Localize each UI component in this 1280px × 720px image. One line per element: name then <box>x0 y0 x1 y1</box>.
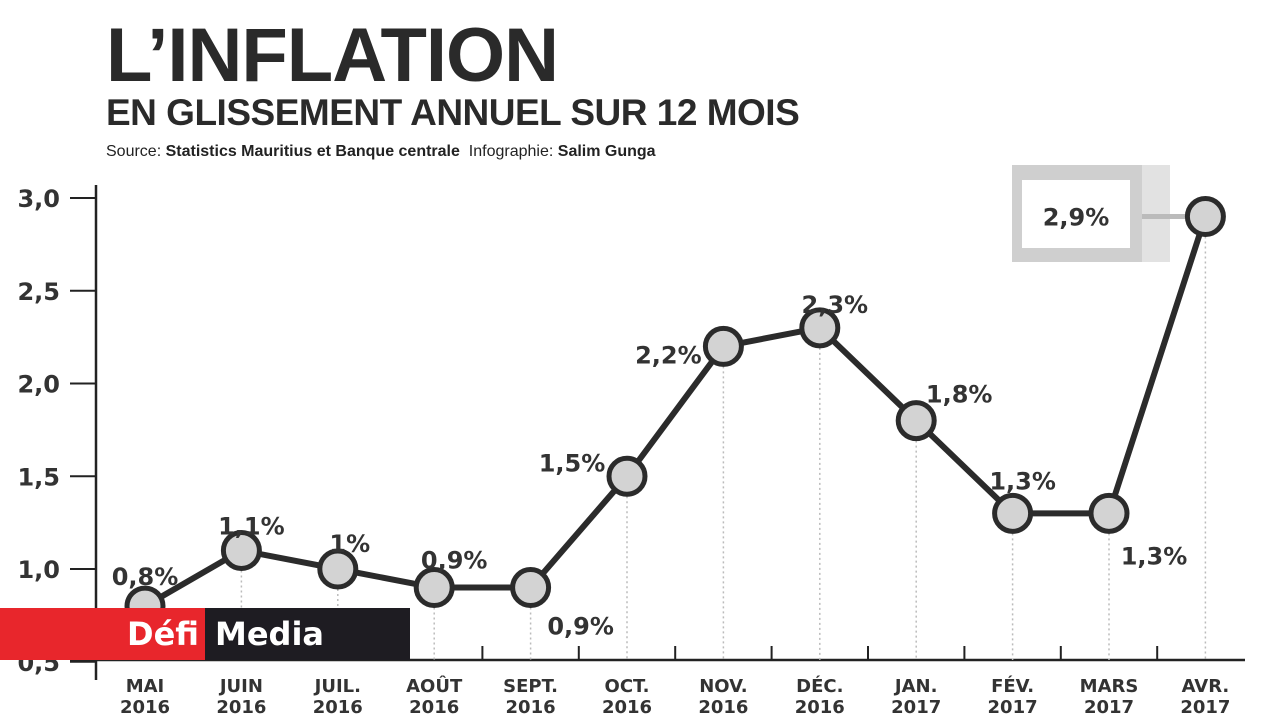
data-label: 1,5% <box>539 449 606 477</box>
x-tick-label: 2017 <box>988 697 1038 718</box>
chart-subtitle: EN GLISSEMENT ANNUEL SUR 12 MOIS <box>106 92 800 133</box>
x-tick-label: SEPT. <box>503 676 558 697</box>
data-label: 1% <box>329 530 370 558</box>
data-point <box>702 325 744 367</box>
x-tick-label: 2016 <box>313 697 363 718</box>
x-tick-label: 2016 <box>602 697 652 718</box>
data-point <box>895 400 937 442</box>
y-tick-label: 1,5 <box>17 463 60 491</box>
data-label: 1,1% <box>218 512 285 540</box>
x-tick-label: JUIN <box>218 676 263 697</box>
x-tick-label: JAN. <box>893 676 938 697</box>
data-label: 0,8% <box>112 563 179 591</box>
y-tick-label: 1,0 <box>17 556 60 584</box>
data-point <box>606 455 648 497</box>
data-label: 2,3% <box>802 291 869 319</box>
x-tick-label: 2017 <box>1180 697 1230 718</box>
data-point <box>1088 492 1130 534</box>
x-tick-label: 2016 <box>698 697 748 718</box>
data-label: 0,9% <box>547 613 614 641</box>
callout-inner <box>1022 180 1130 248</box>
x-tick-label: NOV. <box>699 676 747 697</box>
source-line: Source: Statistics Mauritius et Banque c… <box>106 143 656 161</box>
data-label: 1,3% <box>989 467 1056 495</box>
credit-value: Salim Gunga <box>557 143 656 160</box>
x-tick-label: 2016 <box>409 697 459 718</box>
y-tick-label: 2,5 <box>17 278 60 306</box>
x-tick-label: 2016 <box>506 697 556 718</box>
x-tick-label: AVR. <box>1182 676 1230 697</box>
x-tick-label: 2017 <box>1084 697 1134 718</box>
x-tick-label: 2016 <box>216 697 266 718</box>
logo-part-defi: Défi <box>0 608 205 660</box>
data-point <box>413 567 455 609</box>
data-point <box>220 529 262 571</box>
data-point <box>1184 196 1226 238</box>
series-line <box>143 215 1209 609</box>
x-tick-label: 2016 <box>120 697 170 718</box>
source-value: Statistics Mauritius et Banque centrale <box>165 143 460 160</box>
x-tick-label: 2017 <box>891 697 941 718</box>
data-label: 0,9% <box>421 547 488 575</box>
data-point <box>992 492 1034 534</box>
defi-media-logo: Défi Media <box>0 608 410 660</box>
x-tick-label: FÉV. <box>991 675 1034 697</box>
data-label: 1,8% <box>926 381 993 409</box>
data-point <box>799 307 841 349</box>
data-point <box>510 567 552 609</box>
x-tick-label: OCT. <box>605 676 650 697</box>
chart-title: L’INFLATION <box>106 13 559 98</box>
data-label: 1,3% <box>1121 542 1188 570</box>
data-point <box>317 548 359 590</box>
x-tick-label: JUIL. <box>313 676 361 697</box>
y-tick-label: 3,0 <box>17 185 60 213</box>
x-tick-label: 2016 <box>795 697 845 718</box>
data-label: 2,9% <box>1043 204 1110 232</box>
x-tick-label: MAI <box>126 676 165 697</box>
y-tick-label: 2,0 <box>17 371 60 399</box>
source-label: Source: <box>106 143 162 160</box>
credit-label: Infographie: <box>468 143 554 160</box>
data-label: 2,2% <box>635 341 702 369</box>
logo-part-media: Media <box>205 608 410 660</box>
x-tick-label: AOÛT <box>406 675 463 697</box>
x-tick-label: DÉC. <box>796 675 843 697</box>
x-tick-label: MARS <box>1080 676 1139 697</box>
